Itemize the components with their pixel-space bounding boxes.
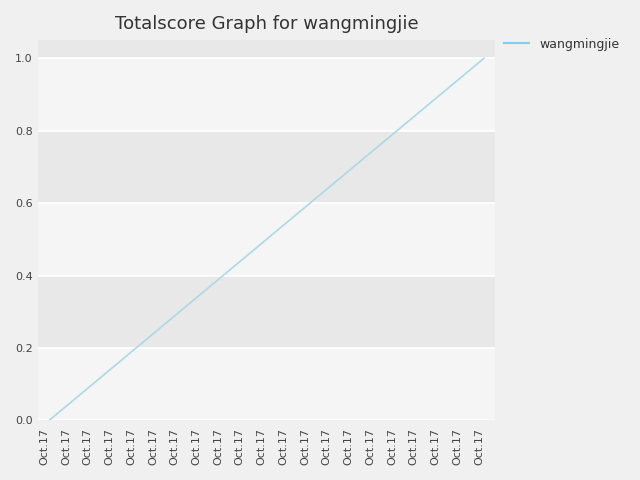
wangmingjie bbox=[198, 291, 205, 297]
wangmingjie bbox=[285, 218, 292, 224]
wangmingjie bbox=[415, 109, 422, 115]
wangmingjie bbox=[132, 345, 140, 351]
wangmingjie bbox=[241, 254, 249, 260]
wangmingjie bbox=[371, 146, 379, 152]
wangmingjie bbox=[154, 327, 162, 333]
Bar bbox=[38, 40, 495, 58]
wangmingjie bbox=[458, 73, 466, 79]
wangmingjie bbox=[176, 309, 184, 314]
wangmingjie bbox=[393, 128, 401, 133]
Legend: wangmingjie: wangmingjie bbox=[499, 33, 625, 56]
Title: Totalscore Graph for wangmingjie: Totalscore Graph for wangmingjie bbox=[115, 15, 419, 33]
wangmingjie bbox=[89, 381, 97, 387]
wangmingjie bbox=[436, 92, 444, 97]
wangmingjie bbox=[307, 200, 314, 206]
wangmingjie bbox=[349, 164, 357, 170]
wangmingjie bbox=[263, 237, 271, 242]
Bar bbox=[38, 203, 495, 276]
wangmingjie bbox=[111, 363, 118, 369]
Bar bbox=[38, 348, 495, 420]
wangmingjie bbox=[67, 399, 75, 405]
wangmingjie bbox=[480, 55, 488, 61]
Bar bbox=[38, 58, 495, 131]
Line: wangmingjie: wangmingjie bbox=[49, 58, 484, 420]
wangmingjie bbox=[45, 418, 53, 423]
Bar bbox=[38, 131, 495, 203]
wangmingjie bbox=[328, 182, 336, 188]
Bar bbox=[38, 276, 495, 348]
wangmingjie bbox=[220, 273, 227, 278]
